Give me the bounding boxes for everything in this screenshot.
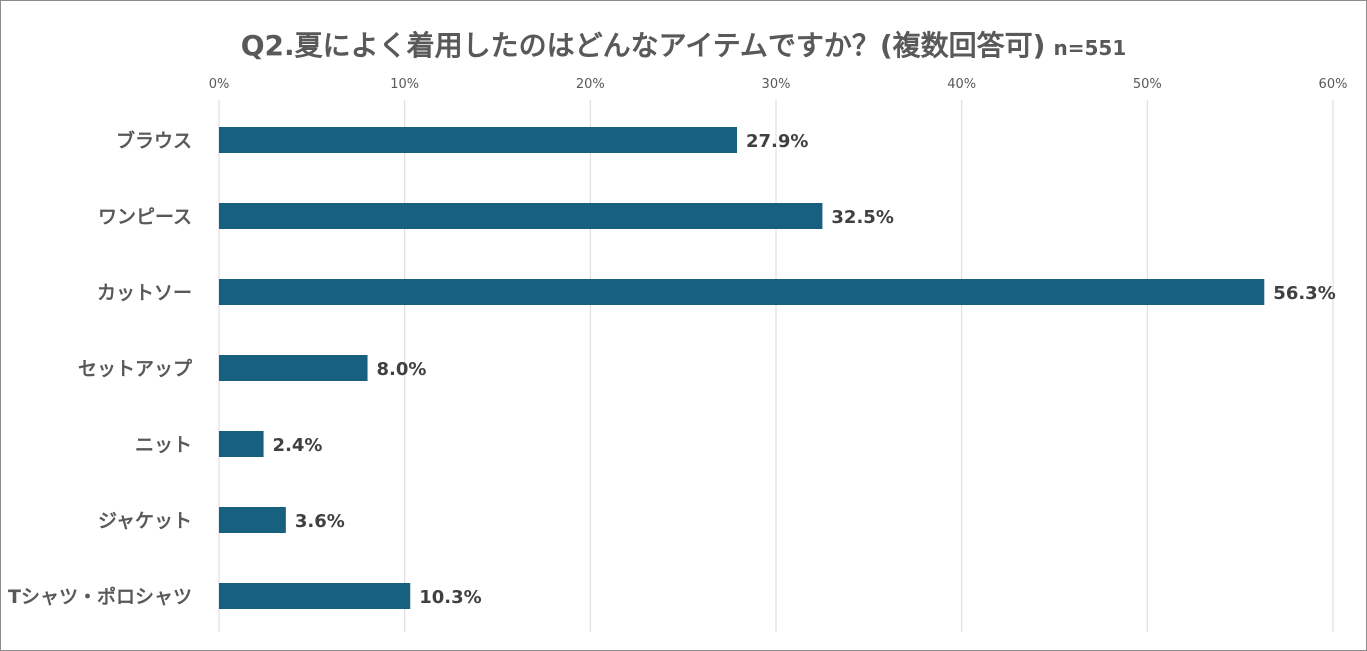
- data-label: 10.3%: [419, 587, 481, 608]
- data-label: 32.5%: [831, 207, 893, 228]
- chart-title: Q2.夏によく着用したのはどんなアイテムですか？(複数回答可) n=551: [0, 24, 1367, 64]
- x-tick-label: 50%: [1133, 77, 1162, 92]
- bar: [219, 279, 1265, 305]
- x-tick-label: 10%: [390, 77, 419, 92]
- x-tick-label: 20%: [576, 77, 605, 92]
- category-label: セットアップ: [78, 357, 193, 380]
- category-label: Tシャツ・ポロシャツ: [8, 585, 192, 608]
- data-label: 3.6%: [295, 511, 345, 532]
- bar: [219, 127, 738, 153]
- bar: [219, 507, 286, 533]
- data-label: 27.9%: [746, 131, 808, 152]
- x-tick-label: 60%: [1319, 77, 1348, 92]
- data-label: 56.3%: [1273, 283, 1335, 304]
- title-text: Q2.夏によく着用したのはどんなアイテムですか？(複数回答可): [240, 29, 1046, 62]
- x-tick-label: 30%: [762, 77, 791, 92]
- x-tick-label: 0%: [209, 77, 230, 92]
- bar: [219, 355, 368, 381]
- bar: [219, 431, 264, 457]
- sample-size: n=551: [1053, 36, 1127, 60]
- category-label: ワンピース: [98, 206, 192, 228]
- x-tick-label: 40%: [947, 77, 976, 92]
- category-label: ニット: [135, 434, 192, 456]
- category-label: ジャケット: [98, 510, 192, 532]
- category-label: カットソー: [97, 282, 192, 304]
- bar: [219, 203, 823, 229]
- data-label: 2.4%: [273, 435, 323, 456]
- bar: [219, 583, 411, 609]
- category-label: ブラウス: [116, 129, 192, 152]
- data-label: 8.0%: [377, 359, 427, 380]
